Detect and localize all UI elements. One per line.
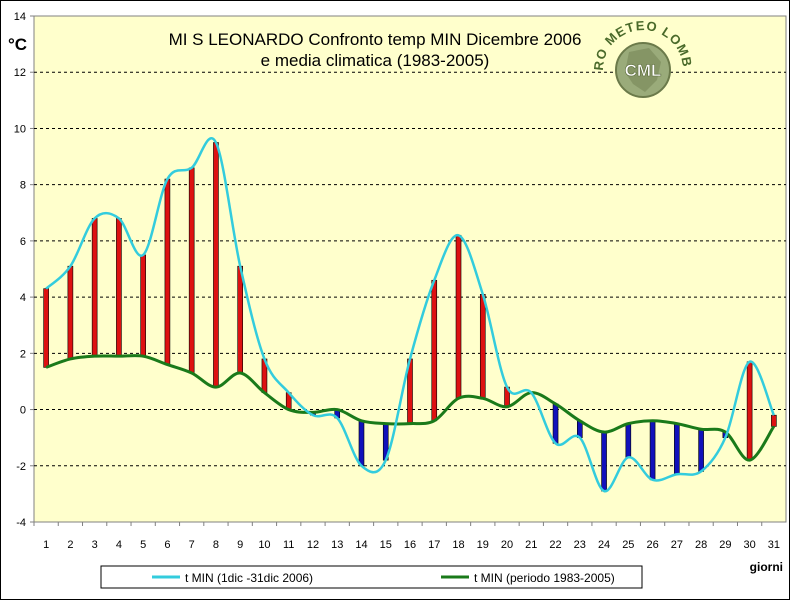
y-tick-label: 8: [20, 180, 26, 192]
plot-area: [33, 15, 787, 523]
chart-title-line2: e media climatica (1983-2005): [261, 51, 490, 70]
legend: t MIN (1dic -31dic 2006) t MIN (periodo …: [100, 565, 643, 589]
x-tick-label: 16: [404, 539, 416, 551]
difference-bar: [91, 218, 98, 357]
x-tick-label: 8: [213, 539, 219, 551]
difference-bar: [455, 234, 462, 399]
x-tick-label: 14: [355, 539, 367, 551]
x-tick-labels: 1 2 3 4 5 6 7 8 9 10 11 12 13 14 15 16 17 18 19 20 21 22 23 24 2…: [43, 539, 780, 551]
legend-label-climate: t MIN (periodo 1983-2005): [474, 571, 615, 585]
y-tick-label: 2: [20, 348, 26, 360]
difference-bar: [479, 293, 486, 399]
y-tick-label: 10: [14, 123, 26, 135]
difference-bar: [649, 420, 656, 481]
x-tick-label: 22: [549, 539, 561, 551]
difference-bar: [116, 218, 122, 357]
x-tick-label: 5: [140, 539, 146, 551]
x-tick-label: 29: [719, 539, 731, 551]
difference-bar: [237, 265, 243, 374]
x-tick-label: 3: [92, 539, 98, 551]
x-tick-label: 31: [768, 539, 780, 551]
legend-box: [100, 565, 643, 589]
difference-bar: [358, 420, 365, 467]
difference-bar: [140, 254, 146, 357]
x-tick-label: 17: [428, 539, 440, 551]
x-tick-label: 23: [574, 539, 586, 551]
x-tick-label: 13: [331, 539, 343, 551]
x-tick-label: 18: [452, 539, 464, 551]
y-tick-label: -2: [16, 461, 26, 473]
logo-center-text: CML: [625, 61, 662, 80]
x-tick-label: 1: [43, 539, 49, 551]
difference-bar: [188, 167, 195, 374]
y-tick-labels: -4 -2 0 2 4 6 8 10 12 14: [14, 11, 26, 529]
x-tick-label: 20: [501, 539, 513, 551]
difference-bar: [771, 414, 777, 427]
x-tick-label: 2: [67, 539, 73, 551]
y-axis-label: °C: [8, 35, 27, 54]
x-tick-label: 30: [743, 539, 755, 551]
difference-bar: [625, 423, 632, 458]
difference-bar: [164, 178, 171, 365]
x-tick-label: 21: [525, 539, 537, 551]
legend-label-2006: t MIN (1dic -31dic 2006): [185, 571, 313, 585]
difference-bar: [43, 288, 49, 368]
series-line-climate: [45, 354, 776, 462]
y-tick-label: 12: [14, 67, 26, 79]
x-tick-label: 27: [671, 539, 683, 551]
difference-bar: [601, 431, 607, 492]
difference-bar: [213, 142, 219, 388]
x-tick-label: 25: [622, 539, 634, 551]
y-tick-label: 4: [20, 292, 26, 304]
x-tick-label: 19: [477, 539, 489, 551]
x-tick-label: 24: [598, 539, 610, 551]
difference-bar: [431, 279, 438, 422]
x-tick-label: 12: [307, 539, 319, 551]
x-tick-label: 26: [646, 539, 658, 551]
x-tick-label: 6: [164, 539, 170, 551]
series-lines: [45, 137, 776, 493]
y-tick-label: 14: [14, 11, 26, 23]
x-tick-label: 7: [189, 539, 195, 551]
x-tick-label: 9: [237, 539, 243, 551]
chart-title-line1: MI S LEONARDO Confronto temp MIN Dicembr…: [169, 30, 582, 49]
difference-bar: [67, 265, 74, 360]
difference-bar: [674, 423, 680, 475]
y-tick-label: 0: [20, 405, 26, 417]
x-tick-label: 4: [116, 539, 122, 551]
x-tick-label: 28: [695, 539, 707, 551]
x-tick-label: 11: [283, 539, 294, 551]
x-axis-label: giorni: [750, 560, 783, 574]
difference-bar: [698, 428, 704, 472]
series-line-2006: [45, 137, 776, 493]
logo-region-map-icon: [625, 48, 661, 92]
difference-bar: [552, 403, 559, 444]
y-tick-label: -4: [16, 517, 26, 529]
difference-bar: [746, 361, 753, 461]
x-tick-label: 10: [258, 539, 270, 551]
y-tick-label: 6: [20, 236, 26, 248]
x-tick-label: 15: [380, 539, 392, 551]
